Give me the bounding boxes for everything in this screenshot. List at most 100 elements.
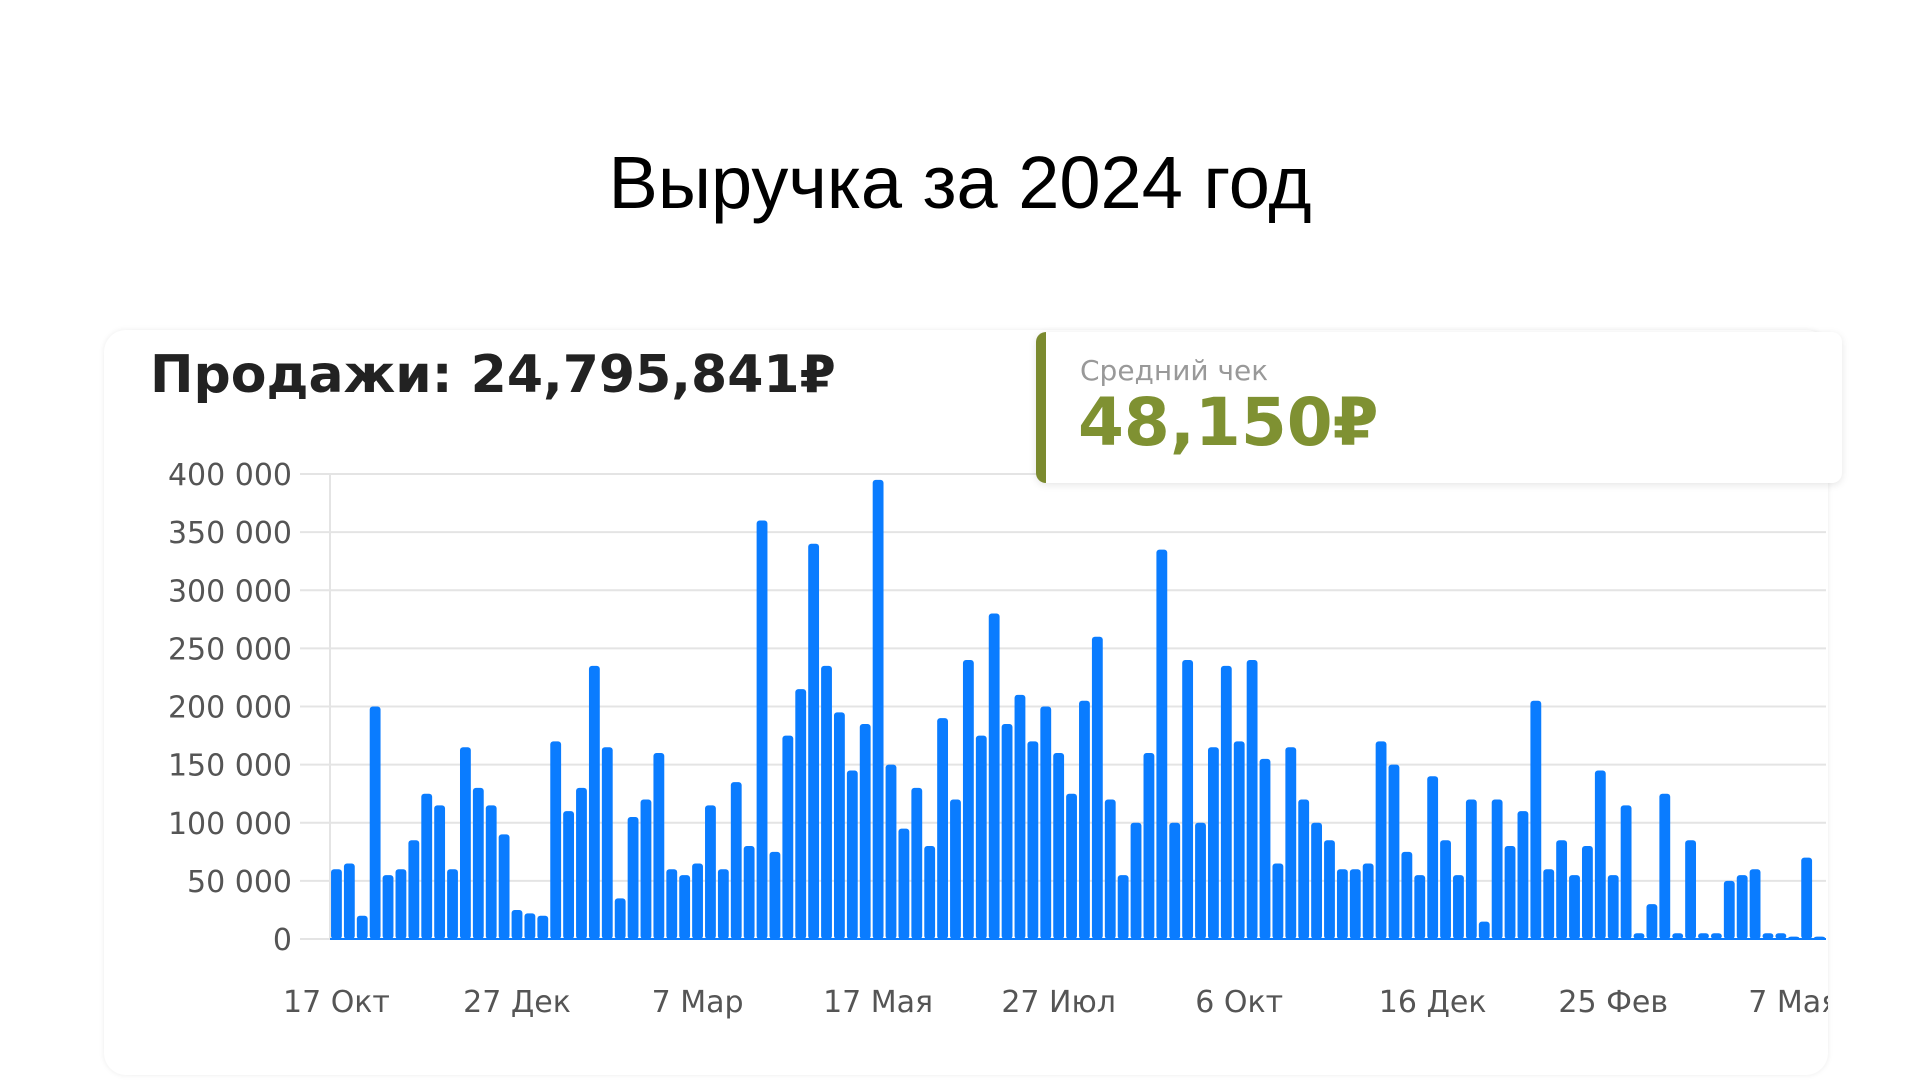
bar: [485, 805, 497, 939]
bar: [1723, 880, 1735, 939]
bar: [1710, 933, 1722, 939]
bar: [962, 660, 974, 939]
bar: [769, 851, 781, 939]
bar: [1530, 700, 1542, 939]
bar: [1143, 753, 1155, 939]
bar: [1440, 840, 1451, 939]
bar: [937, 718, 949, 939]
bar: [821, 665, 832, 939]
x-tick-label: 7 Мар: [652, 985, 744, 1020]
bar: [1233, 741, 1245, 939]
bar: [1801, 857, 1813, 939]
bar: [1272, 863, 1284, 939]
bar: [614, 898, 626, 939]
bar: [459, 747, 471, 939]
bar: [1762, 933, 1774, 939]
x-tick-label: 25 Фев: [1558, 985, 1668, 1020]
bar: [1736, 875, 1748, 939]
y-tick-label: 400 000: [168, 458, 292, 493]
bar: [1607, 875, 1619, 939]
bar: [1156, 549, 1168, 939]
bar: [1091, 636, 1103, 939]
bar: [408, 840, 420, 939]
bar: [1633, 933, 1645, 939]
bar: [1685, 840, 1697, 939]
bar: [859, 723, 871, 939]
slide-title: Выручка за 2024 год: [608, 141, 1312, 224]
y-tick-label: 150 000: [168, 749, 292, 784]
y-tick-label: 100 000: [168, 807, 292, 842]
bar: [601, 747, 613, 939]
bar: [1104, 799, 1116, 939]
bar: [1414, 875, 1426, 939]
bar: [1659, 793, 1671, 939]
bar: [395, 869, 407, 939]
bar: [563, 811, 575, 939]
bar: [1594, 770, 1606, 939]
bar: [472, 787, 484, 939]
bar: [1504, 846, 1516, 939]
bar: [743, 846, 755, 939]
bar: [692, 863, 703, 939]
bar: [511, 909, 523, 939]
bar: [1311, 822, 1323, 939]
bar: [1040, 706, 1052, 939]
x-tick-label: 6 Окт: [1195, 985, 1283, 1020]
bar: [1517, 811, 1529, 939]
bar: [885, 764, 897, 939]
bar: [1453, 875, 1464, 939]
kpi-label: Средний чек: [1080, 354, 1269, 387]
bar: [679, 875, 691, 939]
bar: [1220, 665, 1232, 939]
bar: [653, 753, 665, 939]
bar: [627, 816, 639, 939]
bar: [434, 805, 446, 939]
y-tick-label: 350 000: [168, 516, 292, 551]
bar: [1014, 694, 1026, 939]
bar: [1246, 660, 1258, 939]
kpi-card: Средний чек 48,150₽: [1036, 332, 1842, 483]
bar: [730, 782, 742, 939]
y-tick-label: 250 000: [168, 632, 292, 667]
bar: [1259, 758, 1271, 939]
bar: [756, 520, 768, 939]
bar: [1285, 747, 1297, 939]
bar: [1401, 851, 1413, 939]
y-tick-label: 300 000: [168, 574, 292, 609]
bar: [1324, 840, 1335, 939]
bar: [331, 869, 342, 939]
bar: [1427, 776, 1439, 939]
y-tick-label: 0: [273, 923, 292, 958]
bar: [1698, 933, 1709, 939]
x-tick-label: 16 Дек: [1379, 985, 1487, 1020]
bar: [1478, 921, 1490, 939]
bar: [1117, 875, 1129, 939]
y-tick-label: 200 000: [168, 691, 292, 726]
bar: [421, 793, 433, 939]
bar: [550, 741, 562, 939]
x-tick-label: 17 Мая: [823, 985, 933, 1020]
bar: [524, 913, 536, 939]
bar: [1001, 723, 1013, 939]
bar: [1775, 933, 1787, 939]
bar: [343, 863, 355, 939]
bar: [1027, 741, 1039, 939]
bar: [1195, 822, 1206, 939]
bar: [717, 869, 729, 939]
bar: [1362, 863, 1374, 939]
bar: [666, 869, 678, 939]
bar: [1465, 799, 1477, 939]
bar: [382, 875, 394, 939]
bar: [898, 828, 910, 939]
bar: [1620, 805, 1632, 939]
x-tick-label: 27 Июл: [1001, 985, 1116, 1020]
bar: [1130, 822, 1142, 939]
bar: [795, 689, 807, 939]
bar: [705, 805, 716, 939]
bar: [1169, 822, 1181, 939]
bar: [1336, 869, 1348, 939]
kpi-value: 48,150₽: [1078, 384, 1379, 461]
bar: [833, 712, 845, 939]
bar: [1079, 700, 1090, 939]
bar: [498, 834, 510, 939]
